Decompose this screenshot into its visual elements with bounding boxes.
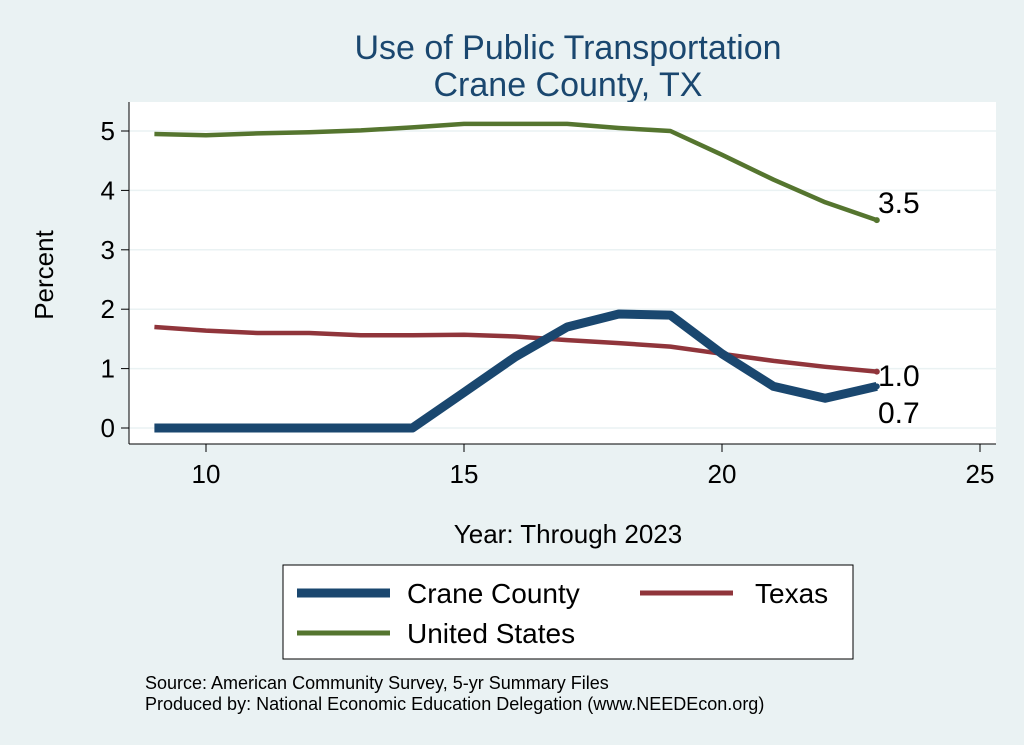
y-tick-label: 4 [101,175,115,205]
chart-subtitle: Crane County, TX [434,66,703,104]
series-end-marker [873,368,880,375]
series-lines [154,121,880,433]
series-end-marker [873,383,880,390]
y-axis: 0 1 2 3 4 5 [101,102,130,444]
series-line-united-states [154,121,878,223]
legend-label: United States [407,618,575,649]
series-line-crane-county [154,309,878,433]
end-label: 1.0 [878,360,920,393]
x-tick-label: 20 [708,459,737,489]
end-labels: 0.7 1.0 3.5 [878,187,920,430]
plot-area [129,102,996,444]
source-note: Source: American Community Survey, 5-yr … [145,673,609,693]
legend-label: Texas [755,578,828,609]
produced-note: Produced by: National Economic Education… [145,694,764,714]
x-tick-label: 10 [192,459,221,489]
legend-box [282,564,854,660]
y-tick-label: 1 [101,354,115,384]
x-axis: 10 15 20 25 [129,443,996,489]
legend: Crane County Texas United States [297,578,828,649]
end-label: 3.5 [878,187,920,220]
y-tick-label: 2 [101,294,115,324]
legend-label: Crane County [407,578,580,609]
x-tick-label: 15 [450,459,479,489]
series-line-texas [154,324,878,374]
y-axis-title: Percent [29,229,59,319]
y-tick-label: 0 [101,413,115,443]
chart-title: Use of Public Transportation [354,29,781,67]
end-label: 0.7 [878,397,920,430]
series-end-marker [873,217,880,224]
y-tick-label: 5 [101,116,115,146]
x-axis-title: Year: Through 2023 [454,519,682,549]
y-tick-label: 3 [101,235,115,265]
x-tick-label: 25 [966,459,995,489]
